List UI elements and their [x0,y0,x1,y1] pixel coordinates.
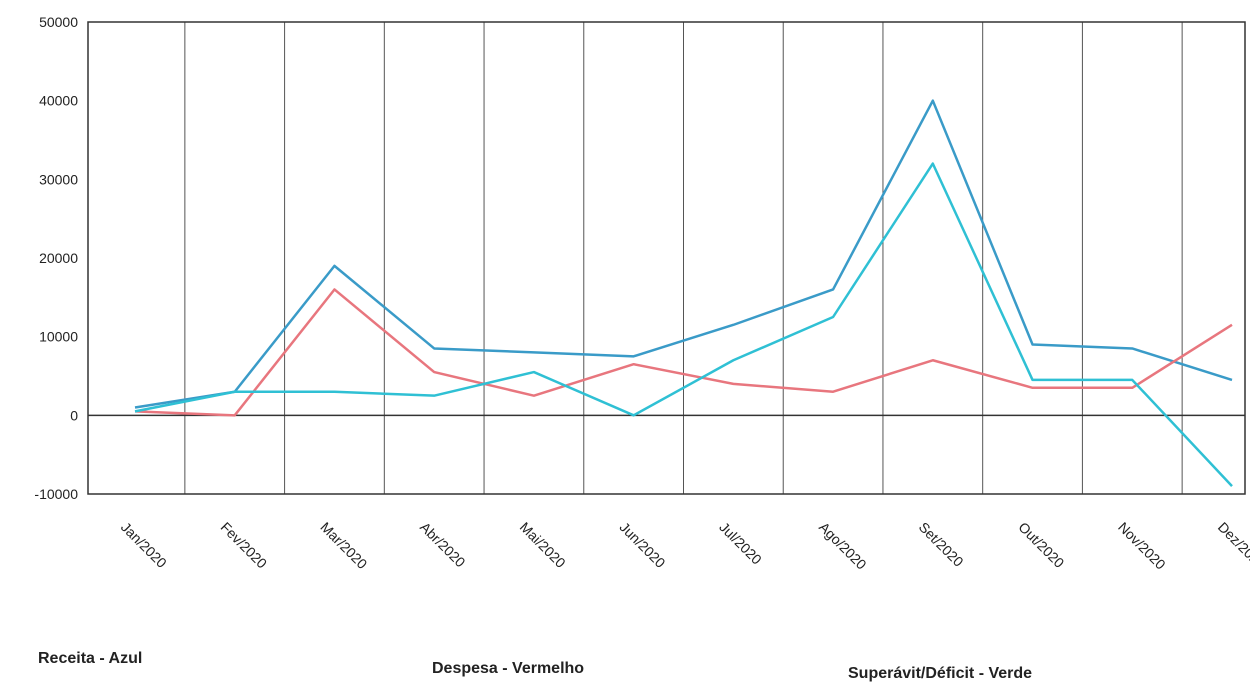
y-tick-label: -10000 [34,486,78,502]
y-tick-label: 50000 [39,14,78,30]
y-axis-ticks: -10000 0 10000 20000 30000 40000 50000 [34,14,78,502]
legend-despesa: Despesa - Vermelho [432,660,585,677]
x-tick-label: Jan/2020 [118,519,170,571]
x-tick-label: Dez/2020 [1215,519,1250,573]
y-tick-label: 40000 [39,93,78,109]
y-tick-label: 30000 [39,171,78,187]
legend-receita: Receita - Azul [38,650,143,667]
x-tick-label: Fev/2020 [218,519,271,572]
y-tick-label: 20000 [39,250,78,266]
series-lines [134,99,1233,487]
y-tick-label: 10000 [39,329,78,345]
chart-grid [184,22,1183,494]
x-tick-label: Jul/2020 [716,519,765,568]
x-tick-label: Nov/2020 [1115,519,1169,573]
x-tick-label: Ago/2020 [816,519,870,573]
series-line-super-vit-d-ficit [134,162,1233,487]
legend-superavit: Superávit/Déficit - Verde [848,665,1033,682]
y-tick-label: 0 [70,407,78,423]
x-tick-label: Out/2020 [1015,519,1067,571]
series-line-receita [134,99,1233,409]
x-tick-label: Set/2020 [916,519,967,570]
x-tick-label: Abr/2020 [417,519,469,571]
x-tick-label: Mar/2020 [317,519,370,572]
x-tick-label: Mai/2020 [517,519,569,571]
series-line-despesa [134,288,1233,417]
x-tick-label: Jun/2020 [617,519,669,571]
plot-frame [87,21,1246,495]
x-axis-ticks: Jan/2020 Fev/2020 Mar/2020 Abr/2020 Mai/2020… [118,519,1250,573]
